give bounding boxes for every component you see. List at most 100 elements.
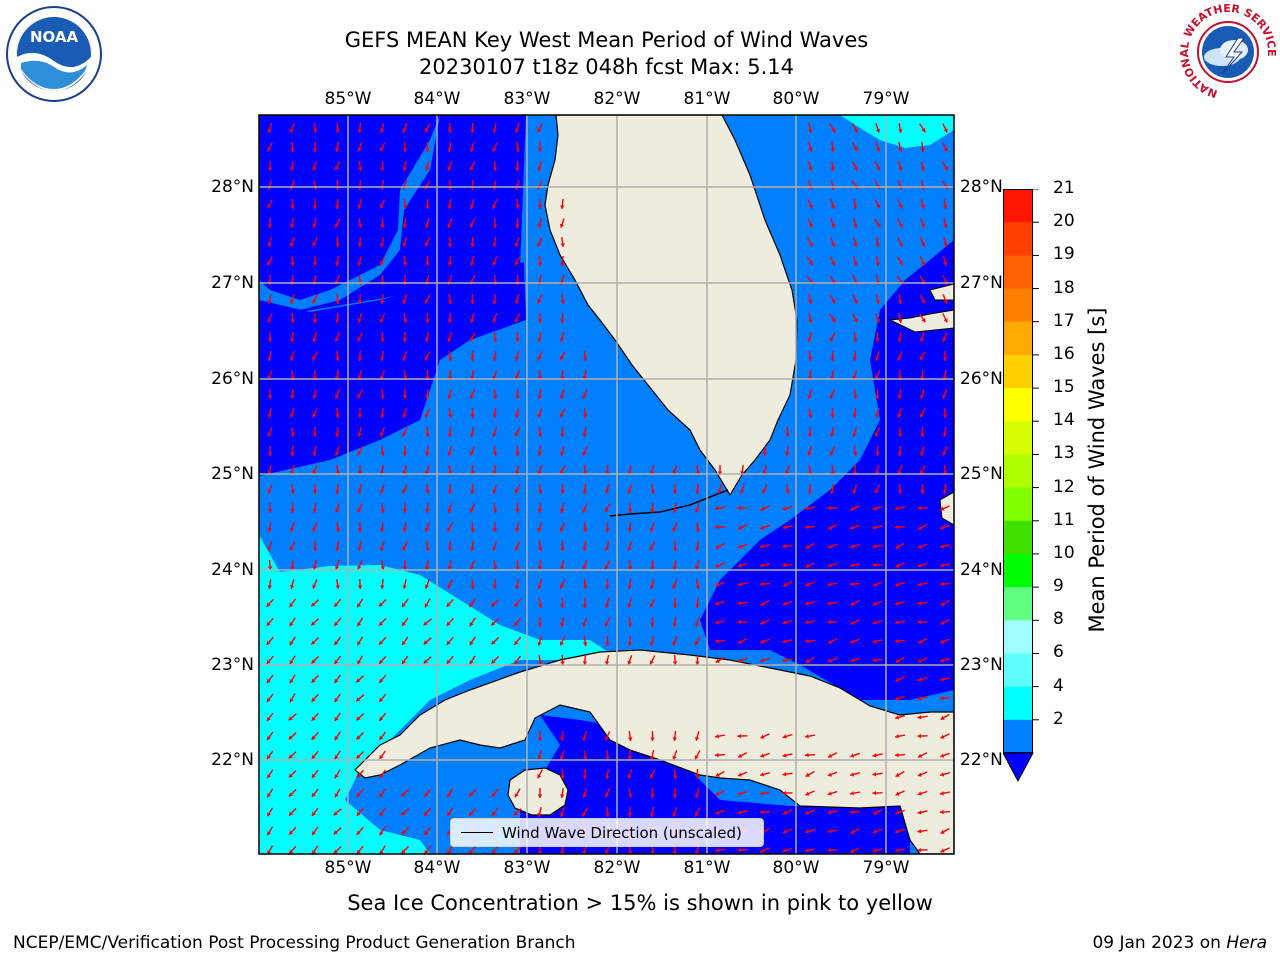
lon-label-top: 82°W (593, 89, 641, 109)
wave-direction-arrowhead (876, 166, 881, 171)
wave-direction-arrowhead (808, 204, 813, 209)
wave-direction-arrowhead (605, 489, 610, 494)
wave-direction-arrowhead (447, 376, 453, 380)
wave-direction-arrowhead (267, 528, 272, 532)
wave-direction-arrowhead (447, 433, 453, 437)
wave-direction-arrowhead (447, 337, 452, 342)
wave-direction-arrowhead (356, 678, 361, 683)
wave-direction-arrowhead (402, 640, 406, 645)
wave-direction-arrowhead (334, 717, 339, 722)
wave-direction-arrowhead (672, 547, 678, 551)
wave-direction-arrowhead (403, 376, 408, 380)
wave-direction-arrowhead (583, 585, 588, 589)
wave-direction-arrowhead (447, 129, 453, 133)
wave-direction-arrowhead (850, 809, 854, 815)
footer-date: 09 Jan 2023 on Hera (1092, 933, 1267, 953)
wave-direction-arrowhead (515, 395, 520, 399)
wave-direction-arrowhead (492, 261, 497, 266)
land-isle-of-youth (507, 767, 569, 816)
wave-direction-arrowhead (267, 471, 272, 475)
wave-direction-arrowhead (605, 756, 610, 760)
colorbar-segment (1003, 288, 1033, 323)
lon-label-bottom: 85°W (324, 858, 372, 878)
wave-direction-arrowhead (830, 167, 835, 171)
wave-direction-arrowhead (470, 147, 475, 152)
wave-direction-arrowhead (782, 734, 787, 739)
lon-label-bottom: 83°W (503, 858, 551, 878)
wave-direction-arrowhead (312, 337, 317, 342)
wave-direction-arrowhead (583, 756, 588, 760)
lon-label-bottom: 84°W (413, 858, 461, 878)
wave-direction-arrowhead (470, 204, 475, 209)
wave-direction-arrowhead (289, 811, 293, 816)
wave-direction-arrowhead (447, 262, 452, 266)
wave-direction-arrowhead (853, 395, 858, 399)
wave-direction-arrowhead (853, 299, 858, 304)
wave-direction-arrowhead (423, 659, 428, 664)
nws-logo: NATIONAL WEATHER SERVICE (1178, 2, 1278, 100)
wave-direction-arrowhead (379, 640, 384, 645)
wave-direction-arrowhead (470, 261, 475, 266)
wave-direction-arrowhead (850, 848, 855, 853)
wave-direction-arrowhead (605, 528, 610, 532)
wave-direction-arrowhead (672, 584, 677, 589)
wave-direction-arrowhead (650, 527, 655, 532)
wave-direction-arrowhead (289, 242, 294, 247)
wave-direction-arrowhead (782, 601, 787, 606)
wave-direction-arrowhead (560, 376, 565, 380)
wave-direction-arrowhead (805, 620, 809, 625)
wave-direction-arrowhead (918, 525, 923, 530)
wave-direction-arrowhead (402, 489, 407, 494)
wave-direction-arrowhead (942, 471, 948, 475)
wave-direction-arrowhead (311, 602, 316, 607)
wave-direction-arrowhead (715, 791, 720, 796)
wave-direction-arrowhead (537, 224, 542, 228)
footer-machine: Hera (1226, 933, 1267, 953)
wave-direction-arrowhead (737, 772, 742, 777)
wave-direction-arrowhead (782, 506, 787, 511)
wave-direction-arrowhead (715, 506, 719, 511)
chart-subtitle: 20230107 t18z 048h fcst Max: 5.14 (419, 55, 794, 79)
wave-direction-arrowhead (267, 831, 272, 836)
wave-direction-arrowhead (357, 451, 362, 456)
wave-direction-arrowhead (917, 619, 922, 625)
wave-direction-arrowhead (267, 432, 272, 437)
colorbar-tick-label: 2 (1053, 708, 1064, 729)
wave-direction-arrowhead (513, 811, 518, 816)
wave-direction-arrowhead (424, 830, 429, 835)
wave-direction-arrowhead (380, 452, 385, 456)
wave-direction-arrowhead (447, 793, 451, 798)
wave-direction-arrowhead (649, 660, 654, 665)
wave-direction-arrowhead (357, 394, 362, 399)
wave-direction-arrowhead (402, 413, 407, 418)
wave-direction-arrowhead (808, 357, 813, 361)
wave-direction-arrowhead (782, 544, 787, 549)
wave-direction-arrowhead (872, 562, 877, 568)
wave-direction-arrowhead (515, 167, 520, 171)
wave-direction-arrowhead (492, 471, 498, 475)
wave-direction-arrowhead (560, 433, 565, 437)
wave-direction-arrowhead (266, 621, 271, 626)
wave-direction-arrowhead (782, 848, 787, 853)
wave-direction-arrowhead (312, 433, 318, 437)
wave-direction-arrowhead (289, 299, 294, 304)
wave-direction-arrowhead (673, 775, 678, 779)
wave-direction-arrowhead (312, 509, 317, 513)
wave-direction-arrowhead (917, 677, 922, 682)
wave-direction-arrowhead (267, 509, 273, 513)
wave-direction-arrowhead (715, 734, 719, 739)
wave-direction-arrowhead (290, 566, 295, 570)
wave-direction-arrowhead (782, 753, 787, 758)
wave-direction-arrowhead (514, 432, 519, 437)
wave-direction-arrowhead (513, 849, 518, 854)
wave-direction-arrowhead (943, 205, 948, 209)
wave-direction-arrowhead (537, 356, 542, 361)
wave-direction-arrowhead (423, 640, 428, 645)
colorbar-tick-label: 13 (1053, 443, 1075, 464)
wave-direction-arrowhead (447, 584, 452, 589)
wave-direction-arrowhead (334, 659, 339, 664)
wave-direction-arrowhead (943, 128, 948, 133)
wave-direction-arrowhead (537, 413, 542, 418)
wave-direction-arrowhead (695, 471, 700, 475)
wave-direction-arrowhead (289, 622, 294, 627)
